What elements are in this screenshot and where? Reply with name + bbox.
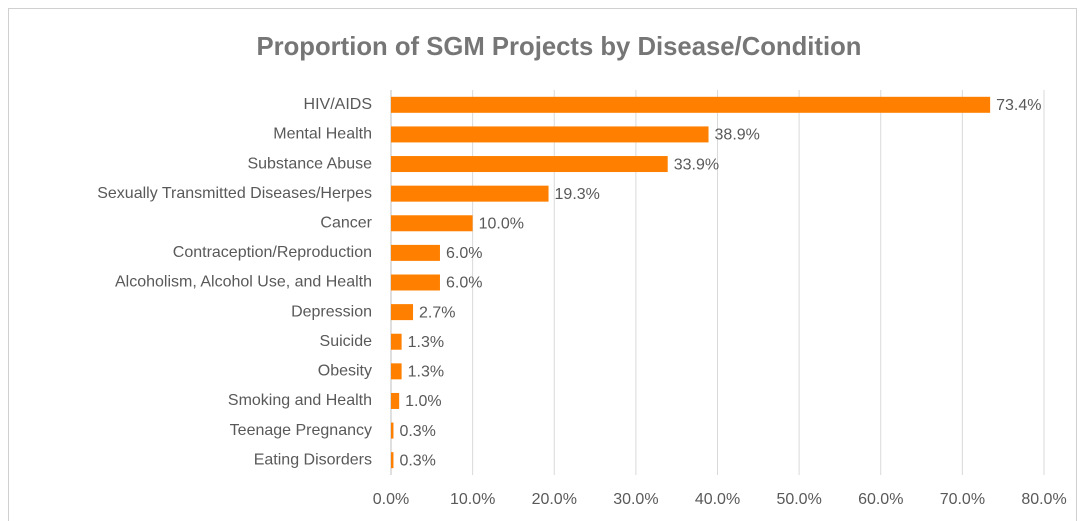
bar [391, 126, 709, 143]
x-tick-label: 0.0% [373, 491, 409, 508]
bar [391, 363, 402, 380]
x-tick-label: 50.0% [776, 491, 821, 508]
bar [391, 274, 440, 291]
value-label: 33.9% [674, 156, 719, 173]
bar [391, 96, 991, 113]
bar [391, 422, 394, 439]
x-tick-label: 10.0% [450, 491, 495, 508]
value-label: 38.9% [715, 127, 760, 144]
bar [391, 333, 402, 350]
y-tick-label: Alcoholism, Alcohol Use, and Health [115, 274, 372, 291]
y-tick-label: Smoking and Health [228, 392, 372, 409]
y-tick-label: Teenage Pregnancy [230, 422, 372, 439]
y-tick-label: Mental Health [273, 126, 372, 143]
value-label: 10.0% [479, 215, 524, 232]
value-label: 0.3% [399, 423, 435, 440]
y-tick-label: Suicide [320, 333, 373, 350]
value-label: 1.3% [408, 364, 444, 381]
value-label: 2.7% [419, 304, 455, 321]
y-tick-label: Obesity [318, 363, 372, 380]
y-tick-label: Sexually Transmitted Diseases/Herpes [97, 185, 372, 202]
bar [391, 244, 440, 261]
bar [391, 452, 394, 469]
y-tick-label: Cancer [320, 214, 372, 231]
bar [391, 392, 400, 409]
bar [391, 304, 414, 321]
x-tick-label: 30.0% [613, 491, 658, 508]
y-tick-label: Substance Abuse [247, 155, 372, 172]
bar [391, 185, 549, 202]
bar [391, 156, 668, 173]
value-label: 1.3% [408, 334, 444, 351]
chart-title: Proportion of SGM Projects by Disease/Co… [257, 31, 862, 61]
x-tick-label: 80.0% [1021, 491, 1066, 508]
value-label: 1.0% [405, 393, 441, 410]
x-tick-label: 70.0% [940, 491, 985, 508]
chart-border [8, 8, 1077, 521]
y-tick-label: Eating Disorders [254, 451, 372, 468]
value-label: 73.4% [996, 97, 1041, 114]
y-tick-label: HIV/AIDS [304, 96, 372, 113]
y-tick-label: Depression [291, 303, 372, 320]
y-tick-label: Contraception/Reproduction [173, 244, 372, 261]
bar [391, 215, 473, 232]
x-tick-label: 60.0% [858, 491, 903, 508]
value-label: 19.3% [555, 186, 600, 203]
value-label: 6.0% [446, 275, 482, 292]
x-tick-label: 40.0% [695, 491, 740, 508]
value-label: 0.3% [399, 452, 435, 469]
value-label: 6.0% [446, 245, 482, 262]
x-tick-label: 20.0% [532, 491, 577, 508]
